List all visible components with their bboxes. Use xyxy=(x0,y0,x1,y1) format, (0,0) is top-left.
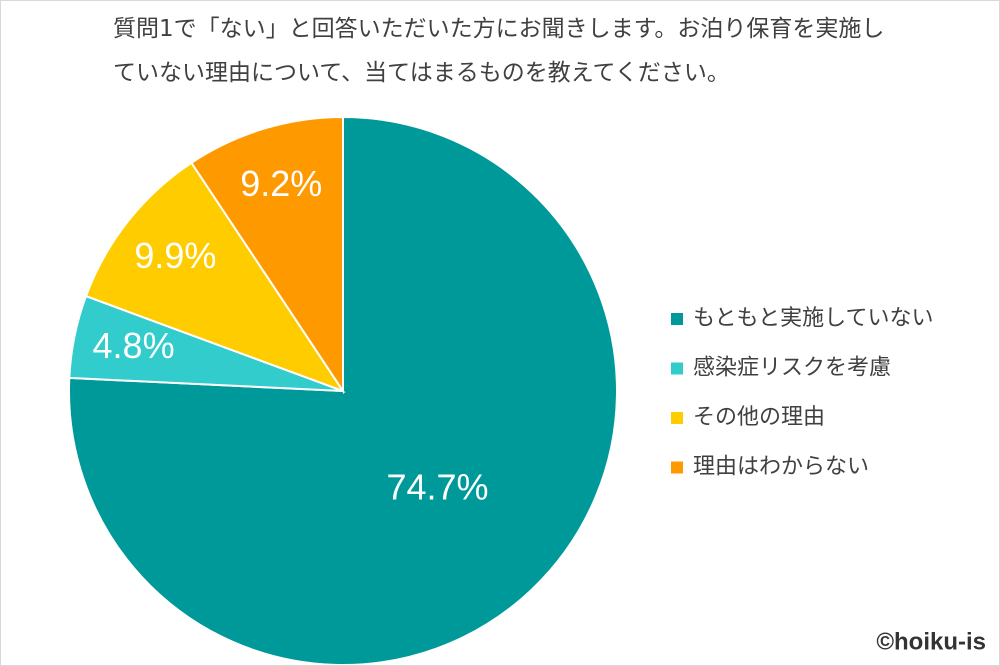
data-label: 9.9% xyxy=(134,235,216,276)
data-label: 74.7% xyxy=(386,467,488,508)
legend-label: 理由はわからない xyxy=(693,455,869,480)
data-label: 4.8% xyxy=(93,325,175,366)
source: ©hoiku-is xyxy=(876,628,986,655)
chart-title: 質問1で「ない」と回答いただいた方にお聞きします。お泊り保育を実施していない理由… xyxy=(113,16,885,86)
pie-slice xyxy=(68,115,618,665)
legend-label: もともと実施していない xyxy=(693,306,933,331)
data-label: 9.2% xyxy=(240,163,322,204)
legend-swatch xyxy=(671,313,683,325)
legend-swatch xyxy=(671,461,683,474)
pie-slice xyxy=(190,115,344,395)
legend-label: 感染症リスクを考慮 xyxy=(693,356,891,381)
legend-label: その他の理由 xyxy=(693,405,825,430)
pie-slice xyxy=(84,161,346,393)
legend-swatch xyxy=(671,412,683,424)
legend-swatch xyxy=(671,362,683,375)
